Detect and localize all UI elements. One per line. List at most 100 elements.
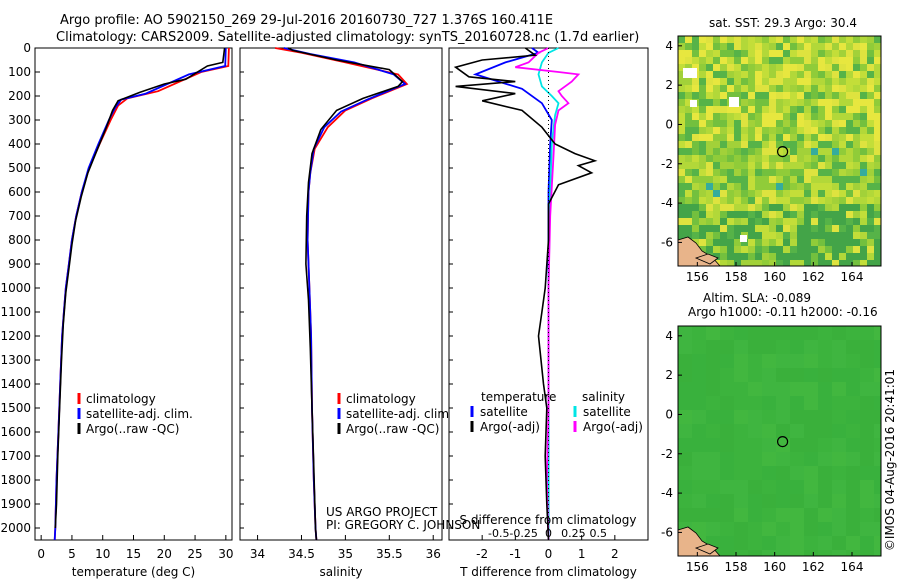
field-cell — [825, 99, 832, 106]
field-cell — [867, 183, 874, 190]
field-cell — [818, 57, 825, 64]
field-cell — [685, 211, 692, 218]
field-cell — [769, 85, 776, 92]
field-cell — [727, 260, 734, 266]
field-cell — [713, 155, 720, 162]
field-cell — [776, 232, 783, 239]
field-cell — [825, 183, 832, 190]
field-cell — [832, 113, 839, 120]
field-cell — [874, 127, 881, 134]
imos-timestamp: ©IMOS 04-Aug-2016 20:41:01 — [883, 369, 897, 551]
field-cell — [720, 113, 727, 120]
field-cell — [706, 197, 713, 204]
salinity-x-tick-label-34: 34 — [250, 547, 265, 561]
field-cell — [734, 190, 741, 197]
field-cell — [797, 148, 804, 155]
field-cell — [832, 410, 846, 424]
field-cell — [804, 452, 818, 466]
field-cell — [678, 141, 685, 148]
depth-tick-label-1100: 1100 — [0, 305, 31, 319]
field-cell — [692, 57, 699, 64]
field-cell — [860, 494, 874, 508]
field-cell — [769, 148, 776, 155]
field-cell — [748, 232, 755, 239]
field-cell — [783, 190, 790, 197]
field-cell — [853, 92, 860, 99]
field-cell — [853, 85, 860, 92]
field-cell — [783, 204, 790, 211]
field-cell — [776, 204, 783, 211]
field-cell — [853, 36, 860, 43]
field-cell — [867, 211, 874, 218]
field-cell — [867, 85, 874, 92]
field-cell — [825, 78, 832, 85]
field-cell — [685, 218, 692, 225]
field-cell — [790, 155, 797, 162]
field-cell — [860, 183, 867, 190]
field-cell — [713, 211, 720, 218]
field-cell — [846, 169, 853, 176]
field-cell — [678, 120, 685, 127]
field-cell — [846, 50, 853, 57]
field-cell — [678, 466, 692, 480]
field-cell — [832, 494, 846, 508]
field-cell — [818, 466, 832, 480]
field-cell — [804, 169, 811, 176]
field-cell — [748, 508, 762, 522]
field-cell — [762, 452, 776, 466]
field-cell — [790, 239, 797, 246]
field-cell — [853, 190, 860, 197]
field-cell — [755, 64, 762, 71]
field-cell — [846, 71, 853, 78]
field-cell — [811, 239, 818, 246]
field-cell — [741, 78, 748, 85]
field-cell — [706, 64, 713, 71]
field-cell — [825, 85, 832, 92]
field-cell — [678, 134, 685, 141]
field-cell — [727, 225, 734, 232]
field-cell — [755, 71, 762, 78]
field-cell — [713, 253, 720, 260]
field-cell — [727, 106, 734, 113]
sst_map-lon-tick-label-162: 162 — [802, 270, 825, 284]
field-cell — [734, 260, 741, 266]
field-cell — [783, 127, 790, 134]
temperature-profile-chart: 0100200300400500600700800900100011001200… — [0, 41, 233, 579]
field-cell — [748, 141, 755, 148]
field-cell — [860, 232, 867, 239]
field-cell — [790, 225, 797, 232]
field-cell — [811, 57, 818, 64]
field-cell — [755, 211, 762, 218]
sst_map-lon-tick-label-156: 156 — [686, 270, 709, 284]
field-cell — [748, 183, 755, 190]
field-cell — [874, 452, 881, 466]
field-cell — [762, 155, 769, 162]
field-cell — [839, 36, 846, 43]
sla_map-lat-tick-label-6: -6 — [661, 525, 673, 539]
field-cell — [706, 204, 713, 211]
field-cell — [825, 169, 832, 176]
field-cell — [678, 354, 692, 368]
field-cell — [825, 190, 832, 197]
field-cell — [811, 218, 818, 225]
field-cell — [846, 148, 853, 155]
field-cell — [839, 99, 846, 106]
field-cell — [790, 197, 797, 204]
temperature-legend-label-satellite-adj-clim: satellite-adj. clim. — [86, 407, 193, 421]
field-cell — [706, 43, 713, 50]
field-cell — [755, 148, 762, 155]
field-cell — [706, 183, 713, 190]
field-cell — [811, 120, 818, 127]
sst-missing-data-1 — [729, 97, 739, 107]
field-cell — [874, 113, 881, 120]
field-cell — [762, 260, 769, 266]
field-cell — [692, 106, 699, 113]
field-cell — [720, 85, 727, 92]
field-cell — [776, 452, 790, 466]
field-cell — [713, 225, 720, 232]
field-cell — [755, 141, 762, 148]
salinity-diff-tick-label-0-5: -0.5 — [488, 527, 509, 540]
field-cell — [685, 155, 692, 162]
field-cell — [748, 239, 755, 246]
field-cell — [720, 71, 727, 78]
